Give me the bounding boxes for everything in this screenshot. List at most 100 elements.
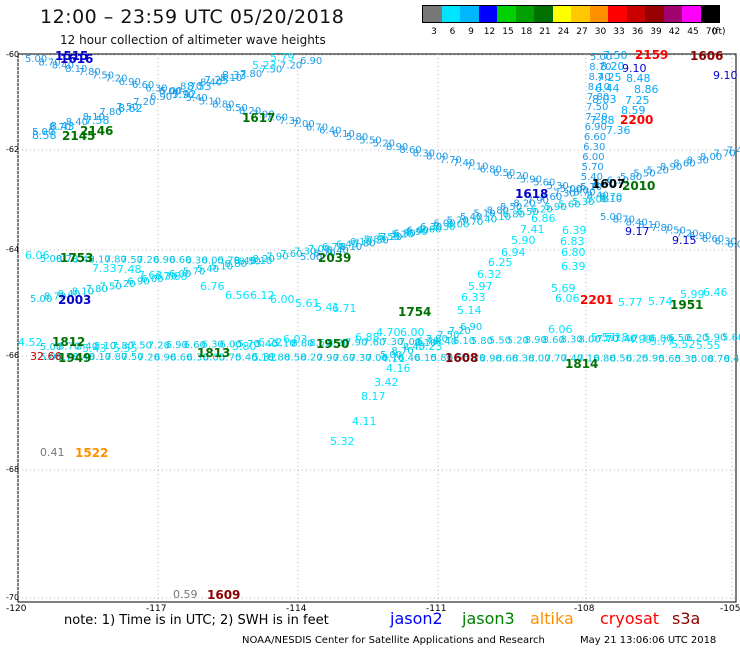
wave-height-value: 7.25: [597, 71, 622, 84]
track-sample: 5.70: [447, 215, 469, 226]
time-annotation: 1616: [60, 52, 93, 66]
track-sample: 8.90: [480, 353, 502, 364]
track-sample: 6.80: [650, 333, 672, 344]
track-sample: 7.20: [133, 97, 155, 108]
colorbar-tick-label: 27: [576, 27, 588, 37]
track-sample: 8.40: [72, 254, 94, 265]
track-sample: 8.70: [589, 62, 611, 73]
track-sample: 5.00: [30, 294, 52, 305]
wave-height-value: 7.48: [117, 263, 142, 276]
track-sample: 5.80: [431, 353, 453, 364]
track-sample: 6.00: [202, 256, 224, 267]
wave-height-value: 6.83: [560, 235, 585, 248]
latitude-label: -66: [6, 351, 20, 360]
colorbar-tick-label: 3: [431, 27, 437, 37]
track-sample: 8.40: [52, 61, 74, 72]
time-range-title: 12:00 – 23:59 UTC 05/20/2018: [40, 6, 345, 28]
track-sample: 5.00: [32, 127, 54, 138]
wave-height-value: 6.44: [595, 82, 620, 95]
wave-height-value: 6.22: [258, 336, 283, 349]
track-sample: 7.20: [449, 326, 471, 337]
colorbar-swatch: [515, 6, 534, 22]
time-annotation: 2201: [580, 293, 613, 307]
track-sample: 5.50: [359, 135, 381, 146]
track-sample: 6.30: [185, 255, 207, 266]
time-annotation: 1515: [55, 49, 88, 63]
track-sample: 6.20: [626, 354, 648, 365]
track-sample: 6.40: [336, 239, 358, 250]
track-sample: 6.60: [170, 352, 192, 363]
track-sample: 6.70: [306, 122, 328, 133]
track-sample: 5.10: [250, 256, 272, 267]
track-sample: 7.50: [121, 255, 143, 266]
wave-height-value: 7.68: [163, 270, 188, 283]
wave-height-value: 6.76: [200, 280, 225, 293]
track-sample: 8.40: [58, 289, 80, 300]
track-sample: 6.60: [169, 255, 191, 266]
longitude-label: -111: [426, 604, 447, 614]
track-sample: 8.40: [588, 72, 610, 83]
track-sample: 8.70: [600, 192, 622, 203]
wave-height-value: 7.63: [138, 269, 163, 282]
track-sample: 8.70: [707, 354, 729, 365]
track-sample: 7.80: [86, 284, 108, 295]
track-sample: 7.10: [632, 334, 654, 345]
wave-height-value: 6.88: [355, 331, 380, 344]
track-sample: 7.80: [651, 223, 673, 234]
latitude-label: -60: [6, 50, 20, 59]
time-annotation: 1754: [398, 305, 431, 319]
track-sample: 8.40: [403, 342, 425, 353]
track-sample: 7.40: [561, 353, 583, 364]
wave-height-value: 8.62: [118, 102, 143, 115]
time-annotation: 1951: [670, 298, 703, 312]
colorbar-swatch: [682, 6, 701, 22]
track-sample: 5.20: [507, 335, 529, 346]
track-sample: 8.00: [578, 334, 600, 345]
wave-height-value: 0.59: [173, 588, 198, 601]
track-sample: 7.50: [100, 282, 122, 293]
track-sample: 5.80: [346, 132, 368, 143]
track-sample: 5.20: [463, 353, 485, 364]
track-sample: 8.70: [56, 254, 78, 265]
wave-height-value: 5.90: [511, 234, 536, 247]
wave-height-value: 6.71: [332, 302, 357, 315]
track-sample: 5.30: [572, 197, 594, 208]
track-sample: 7.10: [489, 212, 511, 223]
track-sample: 7.10: [577, 354, 599, 365]
track-sample: 6.90: [127, 277, 149, 288]
track-sample: 8.70: [313, 249, 335, 260]
track-sample: 8.50: [226, 103, 248, 114]
colorbar-swatch: [497, 6, 516, 22]
track-sample: 8.30: [413, 148, 435, 159]
track-sample: 6.70: [382, 353, 404, 364]
track-sample: 6.90: [393, 229, 415, 240]
time-annotation: 1609: [207, 588, 240, 602]
wave-height-value: 7.36: [606, 124, 631, 137]
wave-height-value: 5.80: [232, 340, 257, 353]
wave-height-value: 4.16: [386, 362, 411, 375]
track-sample: 6.50: [517, 207, 539, 218]
wave-height-value: 5.99: [680, 288, 705, 301]
time-annotation: 2010: [622, 179, 655, 193]
wave-height-value: 7.25: [204, 74, 229, 87]
track-sample: 7.20: [105, 74, 127, 85]
track-sample: 5.40: [235, 353, 257, 364]
track-sample: 5.00: [25, 54, 47, 65]
time-annotation: 1617: [242, 111, 275, 125]
footer-note: note: 1) Time is in UTC; 2) SWH is in fe…: [64, 613, 329, 628]
track-sample: 7.50: [586, 102, 608, 113]
track-sample: 6.70: [417, 337, 439, 348]
track-sample: 8.30: [687, 155, 709, 166]
wave-height-value: 7.88: [590, 114, 615, 127]
latitude-label: -62: [6, 145, 20, 154]
track-sample: 8.10: [72, 287, 94, 298]
track-sample: 6.20: [686, 333, 708, 344]
track-sample: 5.60: [533, 178, 555, 189]
wave-height-value: 5.52: [671, 338, 696, 351]
track-sample: 6.60: [184, 340, 206, 351]
track-sample: 5.10: [199, 96, 221, 107]
track-sample: 7.30: [381, 337, 403, 348]
track-sample: 8.30: [433, 222, 455, 233]
wave-height-value: 6.80: [561, 246, 586, 259]
track-sample: 7.20: [148, 340, 170, 351]
